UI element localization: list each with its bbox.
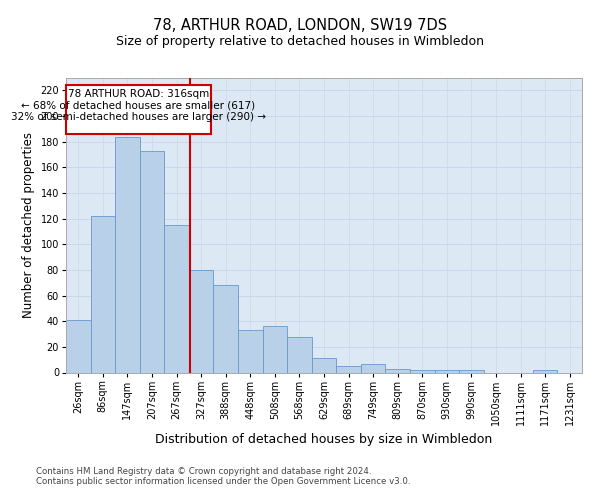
X-axis label: Distribution of detached houses by size in Wimbledon: Distribution of detached houses by size … — [155, 433, 493, 446]
Bar — [214, 286, 238, 372]
Y-axis label: Number of detached properties: Number of detached properties — [22, 132, 35, 318]
Bar — [140, 150, 164, 372]
Bar — [287, 336, 312, 372]
Text: Size of property relative to detached houses in Wimbledon: Size of property relative to detached ho… — [116, 35, 484, 48]
Bar — [385, 368, 410, 372]
Bar — [459, 370, 484, 372]
Bar — [336, 366, 361, 372]
Text: Contains public sector information licensed under the Open Government Licence v3: Contains public sector information licen… — [36, 477, 410, 486]
Bar — [312, 358, 336, 372]
Bar — [263, 326, 287, 372]
Bar — [115, 136, 140, 372]
Bar — [238, 330, 263, 372]
Text: 32% of semi-detached houses are larger (290) →: 32% of semi-detached houses are larger (… — [11, 112, 266, 122]
Bar — [533, 370, 557, 372]
Bar — [434, 370, 459, 372]
FancyBboxPatch shape — [66, 85, 211, 134]
Bar — [91, 216, 115, 372]
Bar — [164, 225, 189, 372]
Text: ← 68% of detached houses are smaller (617): ← 68% of detached houses are smaller (61… — [22, 100, 256, 110]
Bar — [189, 270, 214, 372]
Bar — [66, 320, 91, 372]
Bar — [410, 370, 434, 372]
Text: 78 ARTHUR ROAD: 316sqm: 78 ARTHUR ROAD: 316sqm — [68, 89, 209, 99]
Bar — [361, 364, 385, 372]
Text: Contains HM Land Registry data © Crown copyright and database right 2024.: Contains HM Land Registry data © Crown c… — [36, 467, 371, 476]
Text: 78, ARTHUR ROAD, LONDON, SW19 7DS: 78, ARTHUR ROAD, LONDON, SW19 7DS — [153, 18, 447, 32]
